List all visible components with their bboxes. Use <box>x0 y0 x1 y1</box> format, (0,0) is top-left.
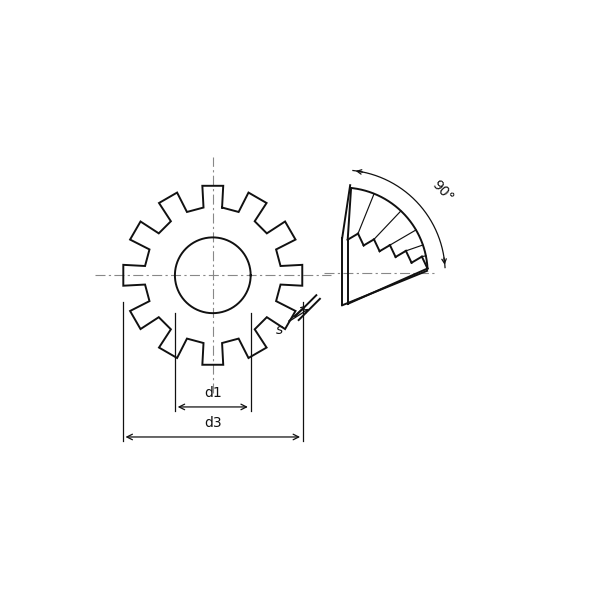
Text: d1: d1 <box>204 386 221 400</box>
Text: s: s <box>276 323 283 337</box>
Text: 90°: 90° <box>430 178 457 205</box>
Text: d3: d3 <box>204 416 221 430</box>
